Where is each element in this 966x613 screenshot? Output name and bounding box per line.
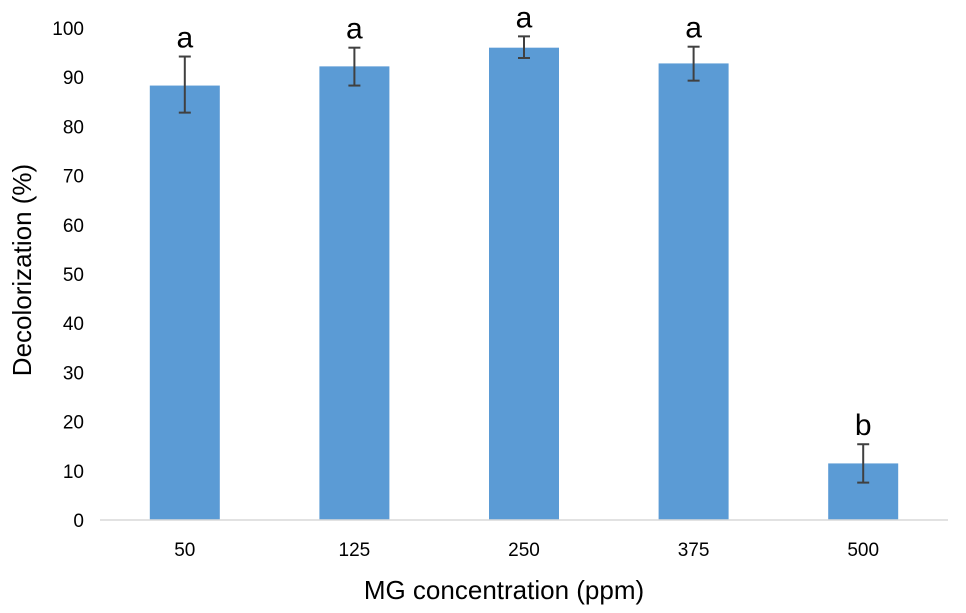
y-tick-label: 20 — [63, 413, 84, 434]
significance-label: a — [176, 22, 193, 55]
y-tick-label: 100 — [52, 19, 84, 40]
error-bar — [348, 46, 361, 87]
x-tick-label: 500 — [847, 540, 879, 561]
y-tick-label: 10 — [63, 462, 84, 483]
significance-label: a — [685, 12, 702, 45]
y-tick-label: 50 — [63, 265, 84, 286]
y-tick-label: 30 — [63, 363, 84, 384]
significance-label: a — [346, 13, 363, 46]
x-axis-ticks: 50 125 250 375 500 — [174, 540, 879, 561]
bar-series — [149, 47, 899, 521]
y-tick-label: 40 — [63, 314, 84, 335]
error-bars — [178, 35, 870, 484]
error-bar — [687, 45, 700, 82]
error-bar — [178, 55, 191, 114]
x-axis-title: MG concentration (ppm) — [364, 575, 644, 605]
significance-label: a — [516, 1, 533, 34]
y-axis-title-group: Decolorization (%) — [7, 164, 37, 376]
y-tick-label: 90 — [63, 68, 84, 89]
y-axis-ticks: 0 10 20 30 40 50 60 70 80 90 100 — [52, 19, 84, 532]
bar — [658, 63, 729, 520]
y-axis-title: Decolorization (%) — [7, 164, 37, 376]
bar — [149, 85, 220, 521]
x-tick-label: 375 — [678, 540, 710, 561]
error-bar — [518, 35, 530, 60]
significance-labels: a a a a b — [176, 1, 871, 442]
y-tick-label: 0 — [73, 511, 84, 532]
significance-label: b — [855, 409, 872, 442]
x-tick-label: 250 — [508, 540, 540, 561]
x-tick-label: 125 — [339, 540, 371, 561]
bar — [489, 47, 559, 521]
x-tick-label: 50 — [174, 540, 195, 561]
y-tick-label: 70 — [63, 167, 84, 188]
error-bar — [857, 443, 870, 484]
bar — [319, 66, 390, 520]
y-tick-label: 80 — [63, 117, 84, 138]
y-tick-label: 60 — [63, 216, 84, 237]
